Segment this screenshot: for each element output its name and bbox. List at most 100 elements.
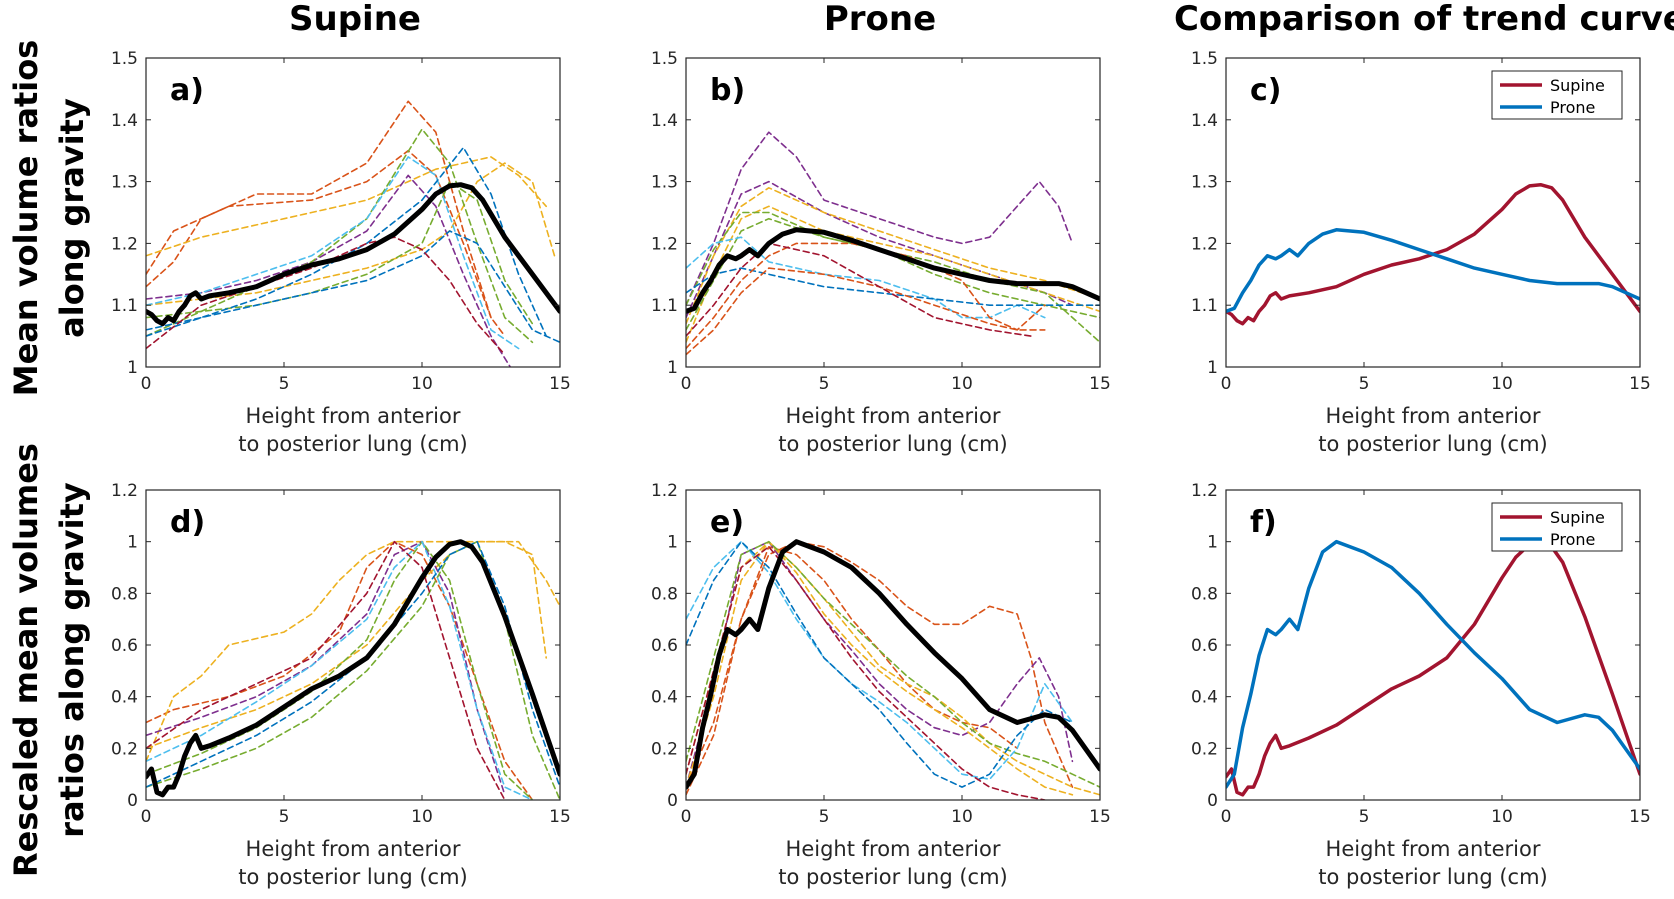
x-axis-label: Height from anterior	[786, 837, 1001, 861]
panel-label: f)	[1250, 505, 1277, 540]
patient-curve	[686, 540, 1074, 788]
panel-a: 0 5 10 15 1 1.1 1.2 1.3 1.4 1.5 Height from anteri…	[111, 49, 571, 456]
x-tick-label: 15	[1629, 807, 1651, 827]
panel-label: a)	[170, 73, 204, 108]
patient-curve	[686, 540, 1074, 781]
x-tick-label: 0	[681, 374, 692, 394]
y-tick-label: 0	[1207, 791, 1218, 811]
panel-d: 0 5 10 15 0 0.2 0.4 0.6 0.8 1 1.2 Height from anter…	[111, 481, 571, 889]
patient-curve	[686, 540, 1074, 796]
x-axis-label: Height from anterior	[246, 404, 461, 428]
patient-curve	[146, 540, 534, 800]
x-tick-label: 0	[141, 807, 152, 827]
x-tick-label: 0	[141, 374, 152, 394]
panel-label: e)	[710, 505, 744, 540]
row-title-bottom-line1: Rescaled mean volumes	[7, 443, 45, 877]
y-tick-label: 1.5	[1191, 49, 1218, 69]
y-tick-label: 1.5	[651, 49, 678, 69]
x-axis-label: to posterior lung (cm)	[238, 432, 468, 456]
y-tick-label: 0.8	[1191, 584, 1218, 604]
patient-curve	[686, 267, 1100, 307]
patient-curve	[146, 128, 534, 344]
y-tick-label: 0.2	[651, 739, 678, 759]
y-tick-label: 1.5	[111, 49, 138, 69]
column-title-comparison: Comparison of trend curves	[1174, 0, 1674, 39]
patient-curve	[146, 100, 506, 337]
patient-curve	[146, 174, 512, 367]
x-tick-label: 5	[1359, 374, 1370, 394]
patient-curve	[686, 236, 1046, 319]
y-tick-label: 0.6	[1191, 636, 1218, 656]
panel-label: b)	[710, 73, 745, 108]
x-tick-label: 10	[951, 807, 973, 827]
x-axis-label: to posterior lung (cm)	[778, 432, 1008, 456]
x-tick-label: 15	[1089, 374, 1111, 394]
y-tick-label: 0.4	[1191, 688, 1218, 708]
x-tick-label: 15	[1629, 374, 1651, 394]
y-tick-label: 1.1	[1191, 296, 1218, 316]
x-tick-label: 0	[681, 807, 692, 827]
legend: Supine Prone	[1491, 502, 1623, 552]
y-tick-label: 1.2	[111, 481, 138, 501]
x-tick-label: 5	[819, 374, 830, 394]
legend-entry-label: Supine	[1550, 508, 1605, 527]
x-tick-label: 15	[549, 807, 571, 827]
y-tick-label: 0.4	[111, 688, 138, 708]
x-axis-label: to posterior lung (cm)	[778, 865, 1008, 889]
axes-box	[145, 57, 561, 368]
y-tick-label: 0	[127, 791, 138, 811]
series-group	[686, 539, 1100, 800]
y-tick-label: 1.3	[651, 173, 678, 193]
y-tick-label: 1	[127, 358, 138, 378]
y-tick-label: 0.6	[111, 636, 138, 656]
mean-trend-curve	[686, 539, 1100, 790]
legend-box	[1491, 502, 1623, 552]
y-tick-label: 1	[1207, 358, 1218, 378]
x-axis-label: to posterior lung (cm)	[238, 865, 468, 889]
row-title-top-line2: along gravity	[53, 98, 91, 338]
y-tick-label: 1.1	[111, 296, 138, 316]
mean-trend-curve	[146, 539, 560, 798]
panel-label: d)	[170, 505, 205, 540]
axes-box	[685, 57, 1101, 368]
x-axis-label: to posterior lung (cm)	[1318, 865, 1548, 889]
y-tick-label: 0.2	[1191, 739, 1218, 759]
y-tick-label: 1.4	[111, 111, 138, 131]
patient-curve	[686, 540, 1074, 788]
x-tick-label: 5	[819, 807, 830, 827]
patient-curve	[146, 230, 560, 344]
patient-curve	[146, 156, 548, 257]
y-tick-label: 1	[667, 533, 678, 553]
axes-box	[1225, 57, 1641, 368]
series-group	[146, 100, 560, 367]
y-tick-label: 0.2	[111, 739, 138, 759]
legend-entry-label: Prone	[1550, 98, 1595, 117]
x-tick-label: 10	[411, 807, 433, 827]
x-tick-label: 10	[1491, 807, 1513, 827]
y-tick-label: 1.4	[1191, 111, 1218, 131]
legend: Supine Prone	[1491, 70, 1623, 120]
patient-curve	[686, 540, 1100, 796]
y-tick-label: 1.2	[651, 234, 678, 254]
patient-curve	[146, 180, 534, 325]
patient-curve	[686, 267, 1046, 356]
row-title-top-line1: Mean volume ratios	[7, 40, 45, 397]
supine-trend-curve	[1226, 182, 1640, 326]
patient-curve	[686, 242, 1046, 350]
y-tick-label: 0	[667, 791, 678, 811]
mean-trend-curve	[146, 182, 560, 327]
y-tick-label: 1.3	[1191, 173, 1218, 193]
patient-curve	[686, 242, 1032, 337]
x-tick-label: 0	[1221, 807, 1232, 827]
patient-curve	[146, 149, 492, 319]
prone-trend-curve	[1226, 228, 1640, 314]
x-tick-label: 10	[1491, 374, 1513, 394]
patient-curve	[686, 545, 1046, 800]
panel-label: c)	[1250, 73, 1282, 108]
x-axis-label: to posterior lung (cm)	[1318, 432, 1548, 456]
column-title-supine: Supine	[289, 0, 421, 39]
prone-trend-curve	[1226, 539, 1640, 789]
patient-curve	[686, 540, 1074, 788]
